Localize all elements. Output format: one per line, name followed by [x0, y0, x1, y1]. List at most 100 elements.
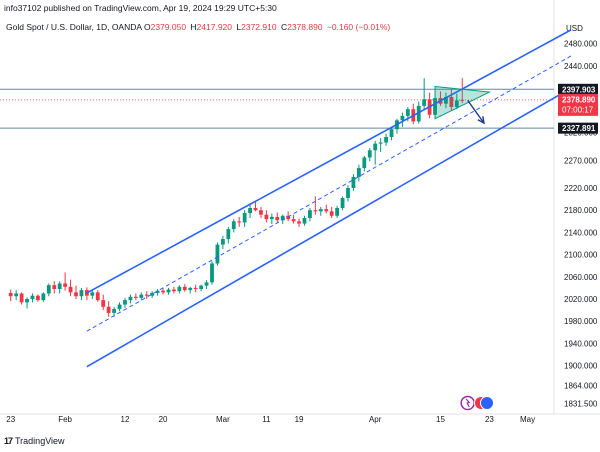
candle-body: [318, 209, 323, 212]
high-label: H: [190, 22, 197, 32]
candle-body: [128, 296, 133, 301]
y-tick-label: 1940.000: [564, 339, 598, 348]
candle-body: [362, 157, 367, 169]
candle-body: [68, 286, 73, 293]
candle-body: [389, 129, 394, 137]
candle-body: [155, 290, 160, 293]
candle-body: [210, 263, 214, 283]
candle-body: [172, 289, 176, 292]
candle-body: [454, 100, 459, 108]
candles: [8, 78, 465, 317]
candle-body: [193, 287, 198, 290]
price-label-text: 2378.890: [562, 95, 596, 104]
price-axis[interactable]: 2480.0002440.0002400.0002360.0002320.000…: [558, 40, 598, 409]
candle-body: [79, 290, 84, 297]
candle-body: [220, 239, 225, 245]
projection-arrow-line: [467, 99, 485, 124]
x-tick-label: 12: [121, 415, 130, 424]
candle-body: [41, 293, 46, 301]
y-tick-label: 2140.000: [564, 228, 598, 237]
candle-body: [63, 283, 68, 287]
change-value: −0.160 (−0.01%): [326, 22, 391, 32]
candle-body: [226, 229, 231, 240]
time-axis[interactable]: 23 Feb 12 20 Mar 11 19 Apr 15 23 May: [6, 415, 535, 424]
candle-body: [416, 105, 421, 122]
candle-body: [36, 295, 40, 301]
y-tick-label: 1864.000: [564, 382, 598, 391]
x-tick-label: 19: [295, 415, 304, 424]
candle-body: [291, 219, 296, 222]
x-tick-label: Mar: [216, 415, 230, 424]
candle-body: [373, 143, 378, 151]
drawings: [86, 29, 572, 368]
y-tick-label: 2180.000: [564, 206, 598, 215]
candle-body: [57, 283, 62, 290]
candle-body: [302, 217, 307, 224]
candle-body: [204, 282, 209, 286]
candle-body: [405, 109, 410, 116]
high-value: 2417.920: [196, 22, 233, 32]
candle-body: [112, 309, 116, 313]
candle-body: [259, 210, 263, 215]
price-chart[interactable]: 2480.0002440.0002400.0002360.0002320.000…: [0, 0, 600, 430]
candle-body: [106, 306, 111, 313]
y-tick-label: 1980.000: [564, 317, 598, 326]
candle-body: [264, 214, 269, 220]
candle-body: [324, 209, 329, 212]
event-badges: [460, 395, 494, 411]
candle-body: [460, 99, 465, 101]
price-label-box: [558, 93, 598, 116]
candle-body: [95, 292, 100, 301]
candle-body: [400, 115, 405, 121]
y-tick-label: 2100.000: [564, 251, 598, 260]
candle-body: [313, 210, 318, 212]
y-tick-label: 2270.000: [564, 156, 598, 165]
candle-body: [384, 136, 388, 143]
open-label: O: [143, 22, 151, 32]
open-value: 2379.050: [150, 22, 187, 32]
candle-body: [74, 292, 78, 297]
low-value: 2372.910: [241, 22, 277, 32]
candle-body: [25, 299, 29, 303]
tradingview-logo-icon: 17: [4, 436, 13, 446]
tradingview-brand: TradingView: [15, 436, 65, 446]
candle-body: [161, 290, 165, 293]
candle-body: [144, 294, 149, 296]
candle-body: [90, 292, 95, 296]
x-tick-label: May: [520, 415, 535, 424]
candle-body: [188, 287, 193, 291]
candle-body: [275, 216, 280, 221]
x-tick-label: 20: [159, 415, 168, 424]
candle-body: [123, 300, 127, 305]
close-label: C: [280, 22, 288, 32]
currency-flag-icon: [480, 396, 494, 410]
candle-body: [101, 300, 106, 307]
y-tick-label: 2220.000: [564, 184, 598, 193]
candle-body: [166, 289, 171, 293]
y-tick-label: 2480.000: [564, 40, 598, 49]
price-label-box: [558, 122, 598, 134]
candle-body: [150, 292, 155, 296]
candle-body: [231, 221, 236, 230]
y-tick-label: 1831.500: [564, 400, 598, 409]
candle-body: [356, 168, 361, 177]
candle-body: [19, 293, 24, 303]
candle-body: [329, 211, 334, 216]
candle-body: [335, 208, 340, 216]
currency-label[interactable]: USD: [566, 24, 583, 33]
footer-brand: 17 TradingView: [4, 436, 65, 446]
x-tick-label: 15: [436, 415, 445, 424]
symbol-legend: Gold Spot / U.S. Dollar, 1D, OANDA O2379…: [6, 22, 392, 32]
chart-grid: [0, 0, 600, 415]
candle-body: [242, 213, 247, 223]
candle-body: [340, 198, 345, 209]
candle-body: [286, 215, 291, 220]
channel-lower-line: [86, 87, 572, 368]
symbol-name[interactable]: Gold Spot / U.S. Dollar, 1D, OANDA: [6, 22, 142, 32]
candle-body: [248, 208, 252, 213]
candle-body: [422, 99, 427, 106]
publisher-text: info37102 published on TradingView.com, …: [4, 3, 277, 13]
low-label: L: [236, 22, 242, 32]
y-tick-label: 2060.000: [564, 273, 598, 282]
price-label-text: 2397.903: [562, 85, 596, 94]
